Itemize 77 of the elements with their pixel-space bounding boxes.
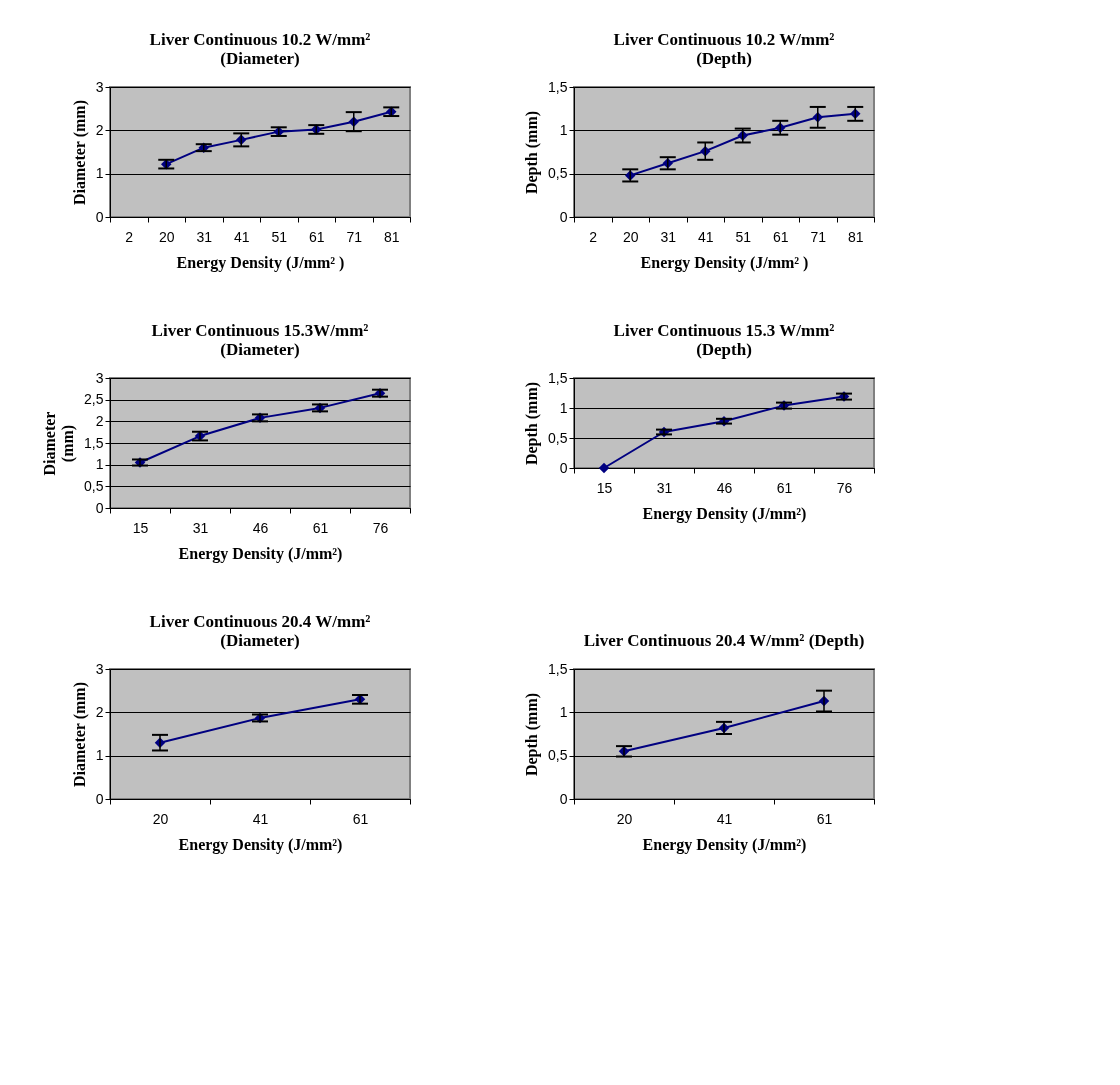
x-tick-label: 51 <box>735 228 752 245</box>
x-tick-label: 2 <box>125 228 134 245</box>
y-tick-label: 1 <box>95 747 104 764</box>
x-tick-label: 61 <box>776 479 793 496</box>
y-tick-label: 0 <box>95 208 104 225</box>
y-axis-title: Diameter (mm) <box>70 682 89 787</box>
x-tick-label: 20 <box>622 228 639 245</box>
x-tick-label: 15 <box>596 479 613 496</box>
x-axis-title: Energy Density (J/mm² ) <box>640 253 809 272</box>
x-tick-label: 41 <box>716 810 733 827</box>
y-tick-label: 1 <box>559 703 568 720</box>
y-tick-label: 2 <box>95 121 104 138</box>
y-tick-label: 0 <box>95 790 104 807</box>
x-tick-label: 61 <box>312 519 329 536</box>
y-tick-label: 1 <box>559 121 568 138</box>
y-tick-label: 1 <box>95 165 104 182</box>
x-tick-label: 31 <box>192 519 209 536</box>
x-tick-label: 41 <box>697 228 714 245</box>
y-tick-label: 1,5 <box>548 369 568 386</box>
x-tick-label: 2 <box>589 228 598 245</box>
x-axis-title: Energy Density (J/mm²) <box>642 504 807 523</box>
y-axis-title: Depth (mm) <box>523 381 542 466</box>
x-tick-label: 20 <box>158 228 175 245</box>
chart-title: Liver Continuous 10.2 W/mm² (Depth) <box>613 30 835 68</box>
x-axis-title: Energy Density (J/mm² ) <box>176 253 345 272</box>
y-tick-label: 3 <box>95 660 104 677</box>
y-axis-title: Depth (mm) <box>523 692 542 777</box>
y-tick-label: 3 <box>95 369 104 386</box>
x-tick-label: 15 <box>132 519 149 536</box>
x-tick-label: 31 <box>656 479 673 496</box>
x-tick-label: 61 <box>772 228 789 245</box>
y-tick-label: 0,5 <box>548 747 568 764</box>
x-tick-label: 71 <box>346 228 363 245</box>
chart-title: Liver Continuous 15.3 W/mm² (Depth) <box>613 321 835 359</box>
y-tick-label: 3 <box>95 78 104 95</box>
x-tick-label: 20 <box>616 810 633 827</box>
y-tick-label: 1,5 <box>548 78 568 95</box>
y-tick-label: 1,5 <box>84 434 104 451</box>
y-axis-title: Depth (mm) <box>523 110 542 195</box>
x-tick-label: 46 <box>252 519 269 536</box>
x-tick-label: 61 <box>352 810 369 827</box>
y-tick-label: 1 <box>95 456 104 473</box>
y-tick-label: 1,5 <box>548 660 568 677</box>
x-tick-label: 81 <box>847 228 864 245</box>
y-tick-label: 0 <box>559 208 568 225</box>
chart-title: Liver Continuous 10.2 W/mm² (Diameter) <box>149 30 371 68</box>
y-tick-label: 0 <box>95 499 104 516</box>
y-tick-label: 0 <box>559 790 568 807</box>
chart-title: Liver Continuous 20.4 W/mm² (Depth) <box>583 631 865 650</box>
x-tick-label: 76 <box>836 479 853 496</box>
x-tick-label: 81 <box>383 228 400 245</box>
y-axis-title: Diameter (mm) <box>70 100 89 205</box>
x-tick-label: 20 <box>152 810 169 827</box>
x-axis-title: Energy Density (J/mm²) <box>642 835 807 854</box>
x-tick-label: 46 <box>716 479 733 496</box>
y-tick-label: 2 <box>95 412 104 429</box>
y-tick-label: 0,5 <box>84 477 104 494</box>
y-tick-label: 0 <box>559 459 568 476</box>
x-tick-label: 61 <box>308 228 325 245</box>
chart-title: Liver Continuous 15.3W/mm² (Diameter) <box>151 321 369 359</box>
chart-title: Liver Continuous 20.4 W/mm² (Diameter) <box>149 612 371 650</box>
x-tick-label: 31 <box>660 228 677 245</box>
x-axis-title: Energy Density (J/mm²) <box>178 544 343 563</box>
y-tick-label: 0,5 <box>548 165 568 182</box>
x-tick-label: 31 <box>196 228 213 245</box>
y-tick-label: 2,5 <box>84 391 104 408</box>
y-tick-label: 0,5 <box>548 429 568 446</box>
x-tick-label: 61 <box>816 810 833 827</box>
x-axis-title: Energy Density (J/mm²) <box>178 835 343 854</box>
y-tick-label: 1 <box>559 399 568 416</box>
x-tick-label: 41 <box>252 810 269 827</box>
x-tick-label: 71 <box>810 228 827 245</box>
y-tick-label: 2 <box>95 703 104 720</box>
x-tick-label: 76 <box>372 519 389 536</box>
x-tick-label: 41 <box>233 228 250 245</box>
x-tick-label: 51 <box>271 228 288 245</box>
y-axis-title: Diameter (mm) <box>41 411 78 476</box>
